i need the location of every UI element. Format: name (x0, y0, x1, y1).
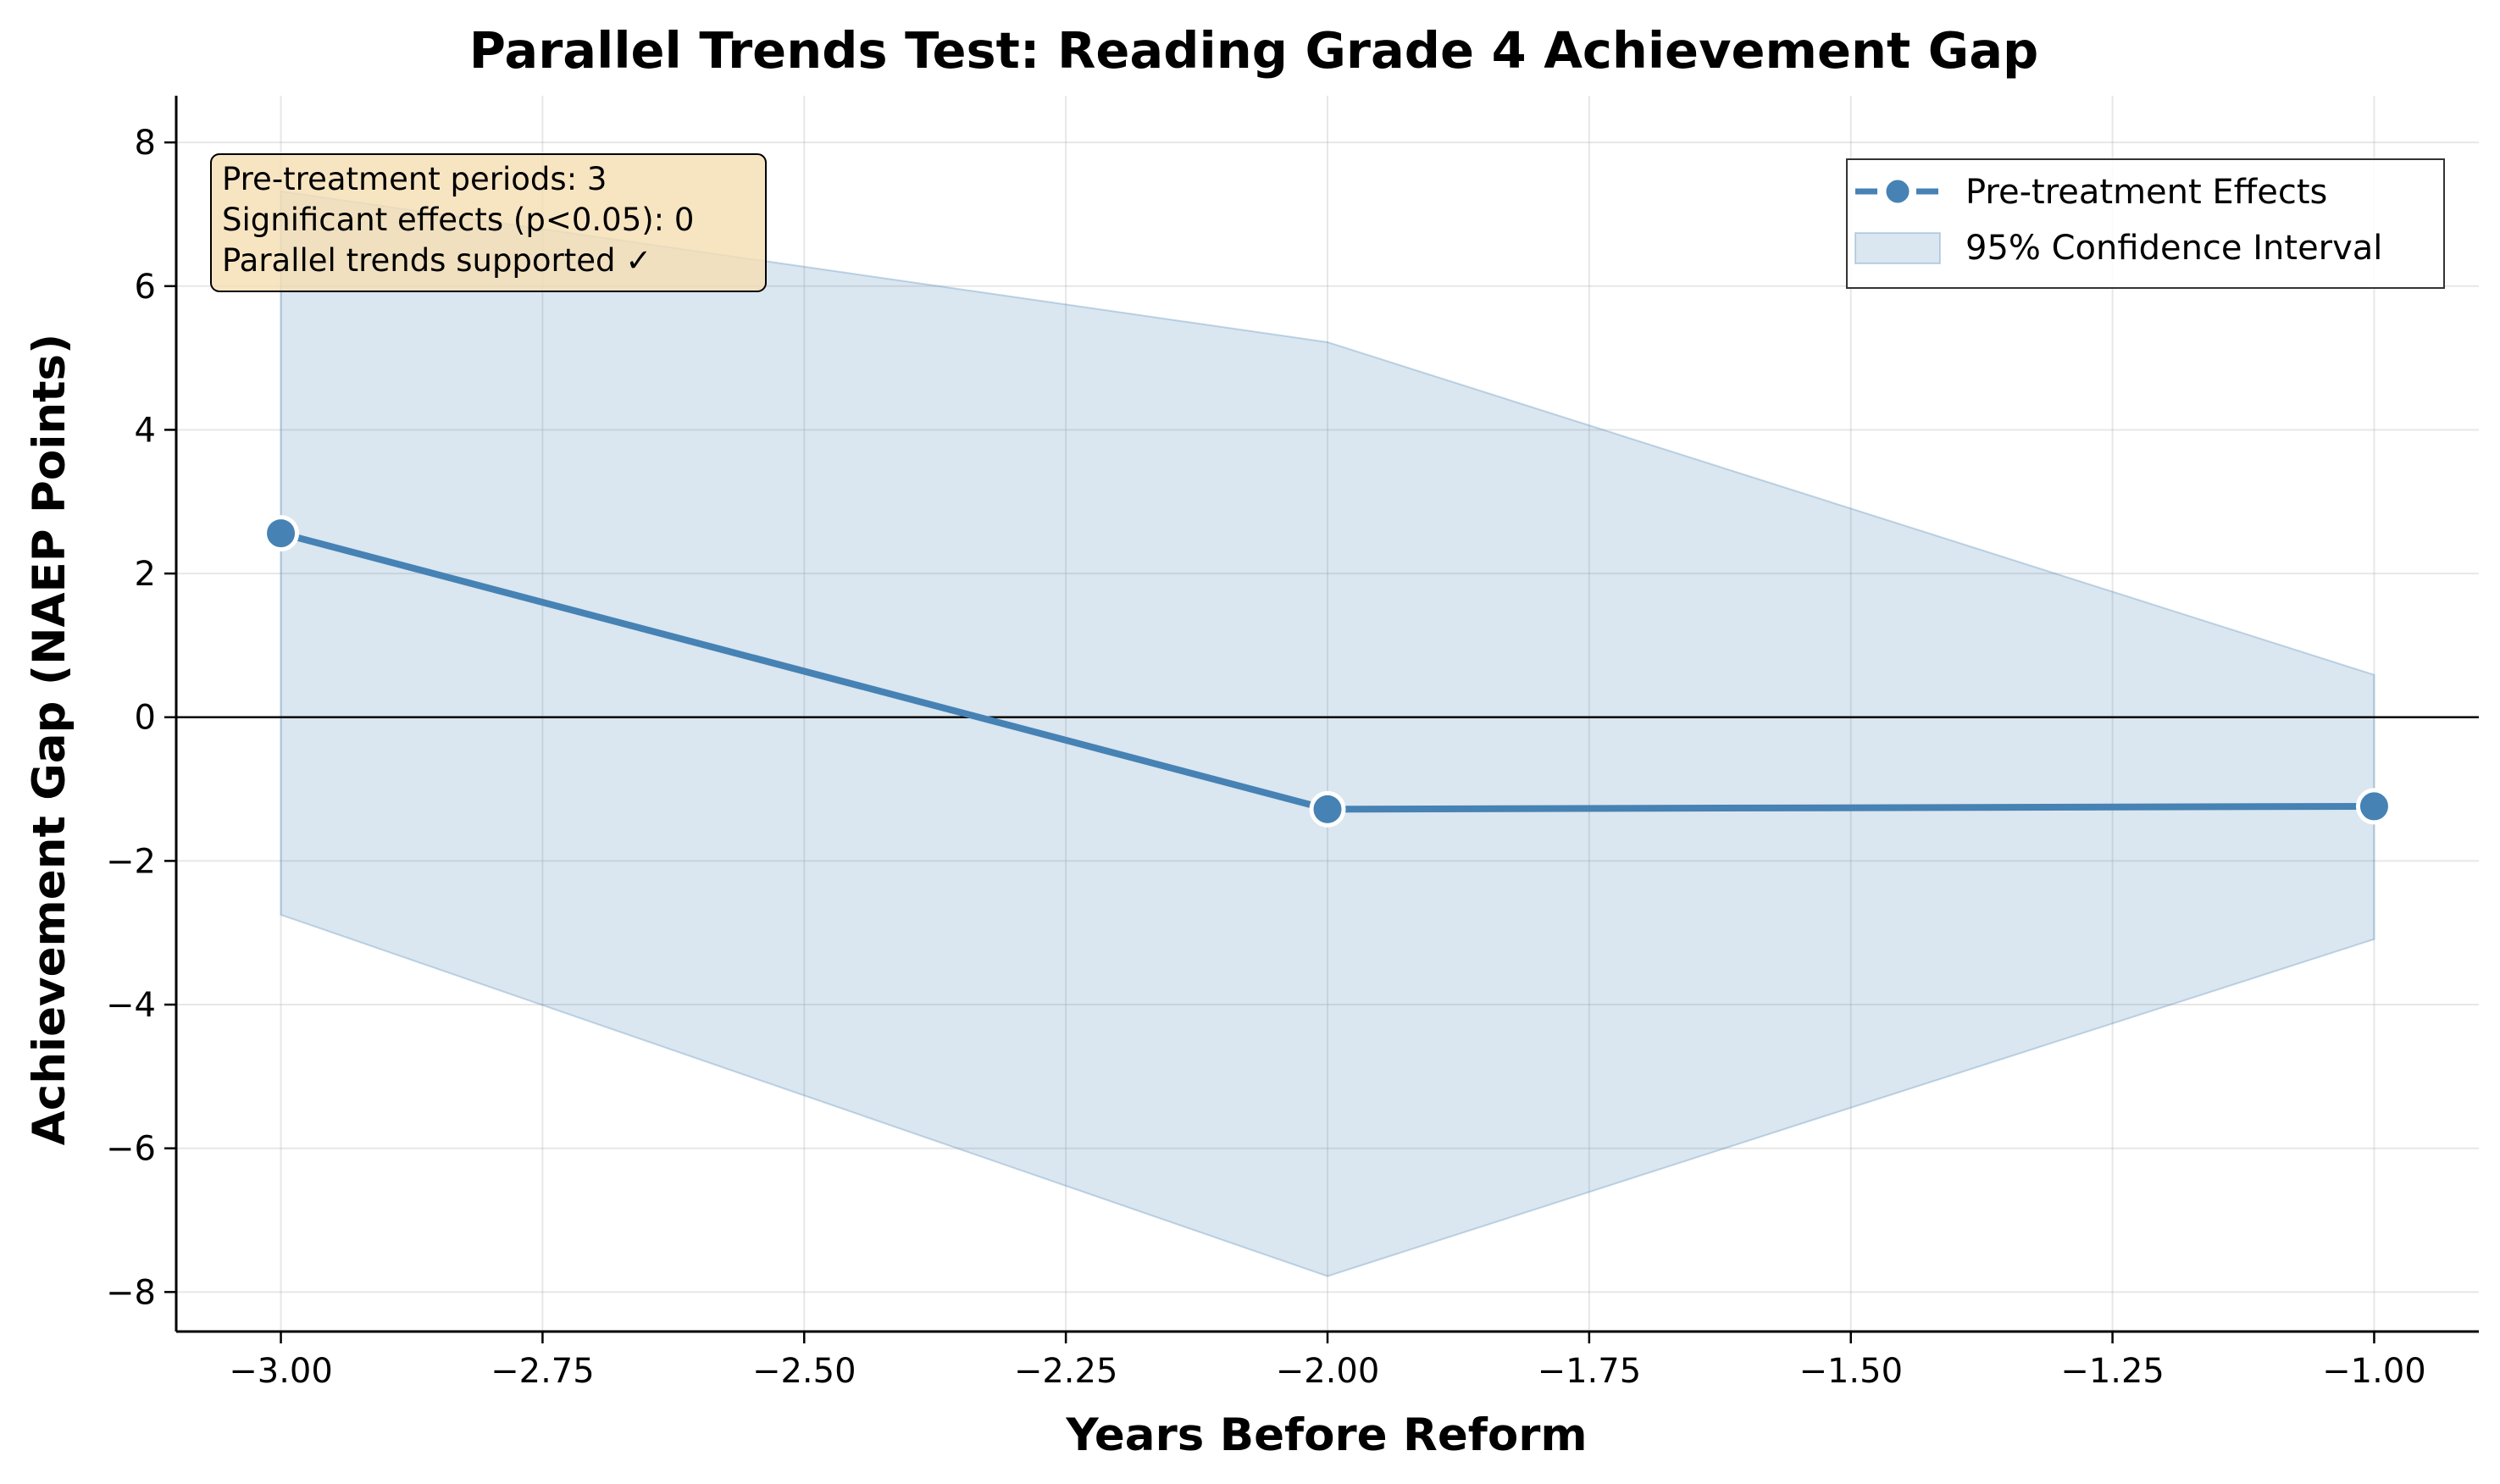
y-tick-label: 6 (135, 268, 156, 307)
x-tick-label: −3.00 (229, 1352, 333, 1391)
legend-label-ci: 95% Confidence Interval (1965, 229, 2382, 268)
x-tick-label: −1.75 (1538, 1352, 1642, 1391)
data-point (1309, 790, 1346, 828)
confidence-band-layer (280, 190, 2375, 1277)
x-tick-label: −2.75 (491, 1352, 595, 1391)
y-tick-label: −8 (106, 1273, 156, 1312)
y-tick-label: −4 (106, 986, 156, 1025)
x-axis-ticks: −3.00 −2.75 −2.50 −2.25 −2.00 −1.75 −1.50 −1.25… (229, 1332, 2426, 1391)
y-tick-label: 4 (135, 411, 156, 450)
legend-frame (1846, 158, 2445, 289)
y-tick-label: −2 (106, 842, 156, 881)
series-layer (263, 515, 2392, 828)
y-axis-ticks: −8 −6 −4 −2 0 2 4 6 8 (106, 124, 176, 1312)
annotation-line-3: Parallel trends supported ✓ (222, 242, 651, 279)
x-tick-label: −1.00 (2322, 1352, 2426, 1391)
y-tick-label: 0 (135, 699, 156, 738)
x-tick-label: −2.50 (752, 1352, 856, 1391)
data-point (2355, 788, 2392, 825)
x-tick-label: −2.00 (1276, 1352, 1380, 1391)
annotation-line-1: Pre-treatment periods: 3 (222, 161, 607, 197)
y-tick-label: 8 (135, 124, 156, 163)
annotation-box: Pre-treatment periods: 3 Significant eff… (210, 153, 767, 292)
legend-label-effects: Pre-treatment Effects (1965, 173, 2327, 212)
legend-marker-swatch (1883, 177, 1912, 206)
y-tick-label: −6 (106, 1130, 156, 1169)
x-axis-title: Years Before Reform (1065, 1409, 1587, 1461)
confidence-band (280, 190, 2375, 1277)
x-tick-label: −1.25 (2060, 1352, 2165, 1391)
legend: Pre-treatment Effects 95% Confidence Int… (1846, 158, 2445, 289)
annotation-line-2: Significant effects (p<0.05): 0 (222, 202, 694, 238)
legend-band-swatch (1854, 232, 1941, 264)
y-tick-label: 2 (135, 555, 156, 594)
x-tick-label: −2.25 (1014, 1352, 1118, 1391)
annotation-background (210, 153, 767, 292)
data-point (263, 515, 300, 552)
x-tick-label: −1.50 (1799, 1352, 1903, 1391)
chart-title: Parallel Trends Test: Reading Grade 4 Ac… (469, 21, 2039, 80)
plot-area: −3.00 −2.75 −2.50 −2.25 −2.00 −1.75 −1.50 −1.25… (106, 96, 2479, 1391)
y-axis-title: Achievement Gap (NAEP Points) (24, 334, 75, 1145)
